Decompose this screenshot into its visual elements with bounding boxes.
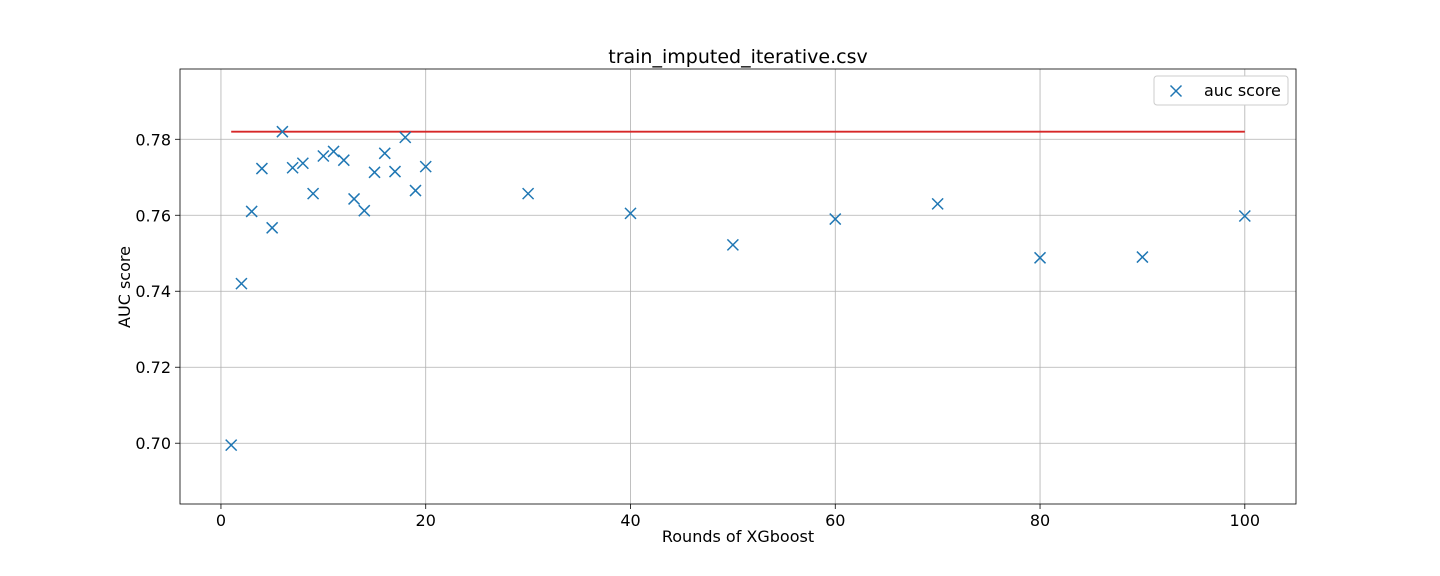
- legend: auc score: [1153, 75, 1289, 106]
- legend-box: [1153, 75, 1289, 106]
- data-point: [317, 149, 330, 163]
- y-tick-label: 0.72: [135, 358, 171, 377]
- data-point: [726, 238, 739, 251]
- data-points: [225, 125, 1251, 452]
- data-point: [409, 184, 422, 197]
- data-point: [522, 187, 535, 200]
- data-point: [1136, 251, 1149, 264]
- data-point: [931, 197, 944, 210]
- data-point: [368, 166, 381, 179]
- data-point: [235, 277, 248, 290]
- plot-frame: [179, 68, 1297, 505]
- y-tick-label: 0.78: [135, 130, 171, 149]
- grid-lines: [180, 69, 1296, 504]
- legend-label: auc score: [1204, 81, 1281, 100]
- x-tick-label: 40: [620, 511, 640, 530]
- chart-title: train_imputed_iterative.csv: [608, 46, 867, 68]
- data-point: [829, 213, 842, 226]
- y-axis-label: AUC score: [115, 246, 134, 328]
- legend-marker: [1169, 84, 1183, 98]
- data-point: [296, 157, 309, 170]
- data-point: [348, 192, 361, 205]
- data-point: [419, 160, 432, 173]
- data-point: [225, 439, 238, 452]
- y-tick-label: 0.70: [135, 434, 171, 453]
- data-point: [378, 147, 391, 160]
- data-point: [307, 187, 320, 200]
- data-point: [1238, 209, 1251, 223]
- data-point: [245, 205, 258, 218]
- x-tick-label: 20: [416, 511, 436, 530]
- data-point: [1034, 251, 1047, 264]
- data-point: [388, 165, 402, 178]
- data-point: [266, 221, 279, 234]
- data-point: [286, 161, 299, 174]
- data-point: [358, 204, 371, 217]
- y-tick-label: 0.74: [135, 282, 171, 301]
- data-point: [399, 131, 412, 144]
- x-tick-label: 0: [216, 511, 226, 530]
- y-ticks: 0.70 0.72 0.74 0.76 0.78: [135, 130, 180, 453]
- x-tick-label: 100: [1230, 511, 1261, 530]
- y-tick-label: 0.76: [135, 206, 171, 225]
- legend-marker-x: [1169, 84, 1183, 98]
- x-tick-label: 60: [825, 511, 845, 530]
- data-point: [624, 207, 637, 220]
- x-ticks: 0 20 40 60 80 100: [216, 504, 1260, 530]
- x-tick-label: 80: [1030, 511, 1050, 530]
- data-point: [276, 125, 289, 138]
- x-axis-label: Rounds of XGboost: [662, 527, 814, 546]
- data-point: [337, 154, 350, 167]
- data-point: [327, 145, 340, 158]
- data-point: [255, 162, 268, 175]
